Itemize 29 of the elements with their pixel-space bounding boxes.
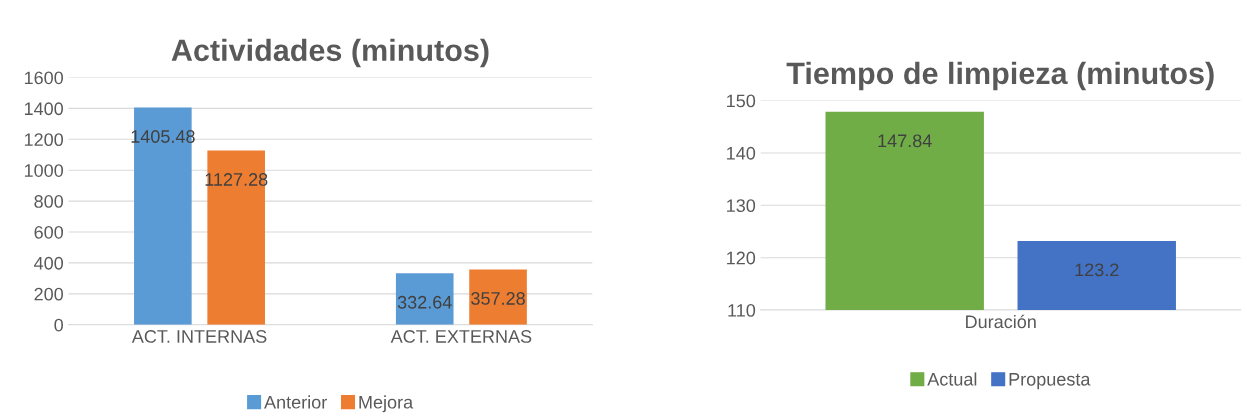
y-tick-label: 1400: [24, 102, 64, 116]
y-tick-label: 1600: [24, 71, 64, 85]
y-tick-label: 0: [54, 318, 64, 332]
data-label: 332.64: [397, 295, 452, 309]
x-tick-label: ACT. INTERNAS: [131, 330, 267, 343]
chart-title: Tiempo de limpieza (minutos): [786, 61, 1214, 91]
legend-label: Propuesta: [1009, 373, 1091, 390]
y-tick-label: 1200: [24, 133, 64, 147]
legend-label: Mejora: [359, 395, 414, 413]
bar: [469, 269, 527, 325]
data-label: 147.84: [878, 134, 932, 148]
x-tick-label: Duración: [966, 314, 1036, 329]
legend-label: Actual: [927, 372, 977, 386]
y-tick-label: 110: [728, 303, 756, 317]
legend-label: Anterior: [264, 395, 327, 409]
bar: [395, 273, 454, 325]
y-tick-label: 130: [727, 199, 756, 213]
y-tick-label: 120: [727, 251, 756, 265]
y-tick-label: 150: [727, 94, 756, 108]
data-label: 123.2: [1075, 263, 1119, 277]
y-tick-label: 400: [34, 256, 64, 270]
x-tick-label: ACT. EXTERNAS: [390, 330, 532, 343]
data-label: 357.28: [471, 292, 525, 305]
y-tick-label: 600: [34, 225, 64, 239]
y-tick-label: 140: [727, 146, 756, 160]
y-tick-label: 200: [34, 287, 64, 301]
y-tick-label: 1000: [24, 164, 64, 177]
y-tick-label: 800: [34, 195, 64, 208]
chart-title: Actividades (minutos): [171, 38, 489, 68]
